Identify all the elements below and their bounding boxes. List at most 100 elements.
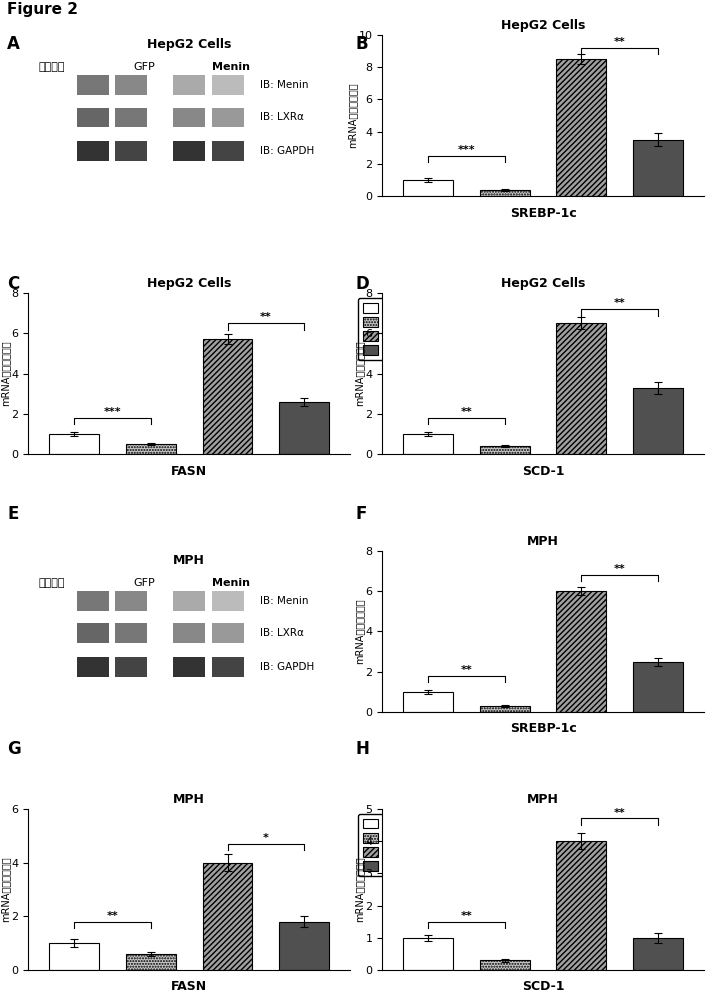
Y-axis label: mRNA相对表达水平: mRNA相对表达水平: [354, 599, 364, 664]
Bar: [480, 706, 530, 712]
Text: Menin: Menin: [212, 62, 250, 72]
Text: A: A: [7, 35, 20, 53]
Bar: [633, 662, 683, 712]
Text: C: C: [7, 275, 19, 293]
Bar: [279, 402, 329, 454]
FancyBboxPatch shape: [173, 75, 205, 95]
Text: **: **: [614, 298, 626, 308]
Text: Menin: Menin: [212, 578, 250, 588]
Text: ***: ***: [104, 407, 122, 417]
Y-axis label: mRNA相对表达水平: mRNA相对表达水平: [354, 341, 364, 406]
FancyBboxPatch shape: [212, 75, 244, 95]
Y-axis label: mRNA相对表达水平: mRNA相对表达水平: [0, 341, 10, 406]
Text: F: F: [356, 505, 367, 523]
FancyBboxPatch shape: [173, 108, 205, 127]
Bar: [557, 591, 606, 712]
X-axis label: FASN: FASN: [171, 465, 208, 478]
Text: IB: GAPDH: IB: GAPDH: [260, 662, 314, 672]
Legend: GFP, Menin, GFP+T7, Menin+T7: GFP, Menin, GFP+T7, Menin+T7: [358, 298, 440, 360]
Text: **: **: [461, 407, 472, 417]
Bar: [403, 180, 453, 196]
Legend: GFP, Menin, GFP+T7, Menin+T7: GFP, Menin, GFP+T7, Menin+T7: [358, 814, 440, 876]
Text: IB: LXRα: IB: LXRα: [260, 628, 304, 638]
Bar: [557, 323, 606, 454]
FancyBboxPatch shape: [212, 141, 244, 161]
FancyBboxPatch shape: [173, 141, 205, 161]
Text: G: G: [7, 740, 21, 758]
Title: MPH: MPH: [527, 535, 559, 548]
Bar: [279, 922, 329, 970]
X-axis label: FASN: FASN: [171, 980, 208, 993]
FancyBboxPatch shape: [212, 623, 244, 643]
Bar: [633, 388, 683, 454]
FancyBboxPatch shape: [115, 108, 147, 127]
FancyBboxPatch shape: [77, 108, 109, 127]
Text: IB: GAPDH: IB: GAPDH: [260, 146, 314, 156]
FancyBboxPatch shape: [115, 657, 147, 677]
Text: **: **: [614, 37, 626, 47]
X-axis label: SREBP-1c: SREBP-1c: [510, 722, 577, 735]
Text: HepG2 Cells: HepG2 Cells: [147, 38, 232, 51]
FancyBboxPatch shape: [77, 657, 109, 677]
Text: **: **: [614, 808, 626, 818]
Text: **: **: [107, 911, 119, 921]
FancyBboxPatch shape: [212, 108, 244, 127]
FancyBboxPatch shape: [212, 591, 244, 611]
Y-axis label: mRNA相对表达水平: mRNA相对表达水平: [354, 857, 364, 922]
Text: **: **: [461, 665, 472, 675]
Bar: [480, 960, 530, 970]
FancyBboxPatch shape: [173, 623, 205, 643]
Title: MPH: MPH: [527, 793, 559, 806]
Title: HepG2 Cells: HepG2 Cells: [501, 19, 585, 32]
X-axis label: SREBP-1c: SREBP-1c: [510, 207, 577, 220]
Text: E: E: [7, 505, 18, 523]
Text: MPH: MPH: [173, 554, 205, 567]
Text: D: D: [356, 275, 369, 293]
FancyBboxPatch shape: [77, 591, 109, 611]
Title: HepG2 Cells: HepG2 Cells: [501, 277, 585, 290]
Text: 腺病毒：: 腺病毒：: [38, 62, 65, 72]
Bar: [403, 434, 453, 454]
FancyBboxPatch shape: [77, 141, 109, 161]
FancyBboxPatch shape: [77, 623, 109, 643]
Text: H: H: [356, 740, 370, 758]
Bar: [126, 444, 176, 454]
Text: **: **: [260, 312, 272, 322]
Text: GFP: GFP: [134, 578, 155, 588]
FancyBboxPatch shape: [173, 657, 205, 677]
FancyBboxPatch shape: [212, 657, 244, 677]
X-axis label: SCD-1: SCD-1: [522, 980, 565, 993]
FancyBboxPatch shape: [115, 141, 147, 161]
Bar: [557, 59, 606, 196]
Bar: [633, 938, 683, 970]
Bar: [480, 190, 530, 196]
Bar: [203, 863, 252, 970]
Text: **: **: [614, 564, 626, 574]
Text: GFP: GFP: [134, 62, 155, 72]
FancyBboxPatch shape: [77, 75, 109, 95]
Bar: [480, 446, 530, 454]
FancyBboxPatch shape: [115, 591, 147, 611]
Y-axis label: mRNA相对表达水平: mRNA相对表达水平: [347, 83, 357, 148]
FancyBboxPatch shape: [173, 591, 205, 611]
Bar: [50, 434, 100, 454]
Bar: [403, 938, 453, 970]
X-axis label: SCD-1: SCD-1: [522, 465, 565, 478]
Bar: [633, 140, 683, 196]
FancyBboxPatch shape: [115, 623, 147, 643]
Text: IB: Menin: IB: Menin: [260, 596, 309, 606]
Bar: [203, 339, 252, 454]
FancyBboxPatch shape: [115, 75, 147, 95]
Bar: [126, 954, 176, 970]
Bar: [557, 841, 606, 970]
Text: IB: Menin: IB: Menin: [260, 80, 309, 90]
Title: MPH: MPH: [173, 793, 205, 806]
Bar: [403, 692, 453, 712]
Text: B: B: [356, 35, 368, 53]
Text: *: *: [263, 833, 269, 843]
Y-axis label: mRNA相对表达水平: mRNA相对表达水平: [0, 857, 10, 922]
Text: IB: LXRα: IB: LXRα: [260, 112, 304, 122]
Text: 腺病毒：: 腺病毒：: [38, 578, 65, 588]
Text: Figure 2: Figure 2: [7, 2, 78, 17]
Title: HepG2 Cells: HepG2 Cells: [147, 277, 232, 290]
